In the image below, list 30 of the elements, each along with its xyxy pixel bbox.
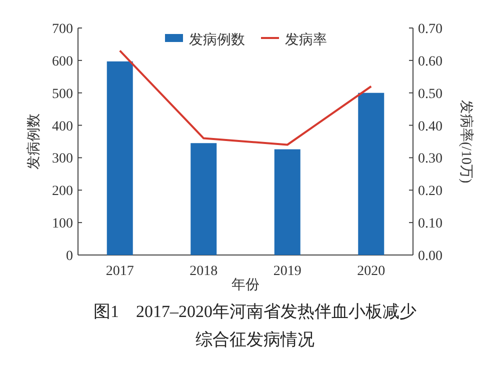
y-tick-label: 0 [66,249,73,264]
y2-tick-label: 0.60 [418,54,442,70]
y-tick-label: 100 [52,216,73,232]
y2-tick-label: 0.70 [418,22,442,37]
y2-tick-label: 0.10 [418,216,442,232]
y2-tick-label: 0.00 [418,249,442,264]
bar [274,149,300,255]
bar [358,92,384,255]
x-axis-title: 年份 [232,277,260,293]
y-tick-label: 700 [52,22,73,37]
legend-label: 发病率 [285,32,327,48]
y-tick-label: 600 [52,54,73,70]
y-tick-label: 500 [52,86,73,102]
y-axis-title: 发病例数 [26,114,42,170]
y2-axis-title: 发病率(/10万) [458,100,474,184]
x-tick-label: 2019 [273,264,302,279]
bar [106,61,133,255]
y-tick-label: 200 [52,184,73,200]
y2-tick-label: 0.30 [418,152,442,167]
y-tick-label: 300 [52,152,73,167]
x-tick-label: 2020 [357,264,386,279]
x-tick-label: 2017 [106,264,134,279]
legend-label: 发病例数 [189,32,245,48]
x-tick-label: 2018 [190,264,218,279]
text: 图1 2017–2020年河南省发热伴血小板减少综合征发病情况 [92,301,418,351]
y-tick-label: 400 [52,119,73,134]
y2-tick-label: 0.40 [418,119,442,134]
y2-tick-label: 0.50 [418,86,442,102]
bar [190,143,217,255]
y2-tick-label: 0.20 [418,184,442,200]
